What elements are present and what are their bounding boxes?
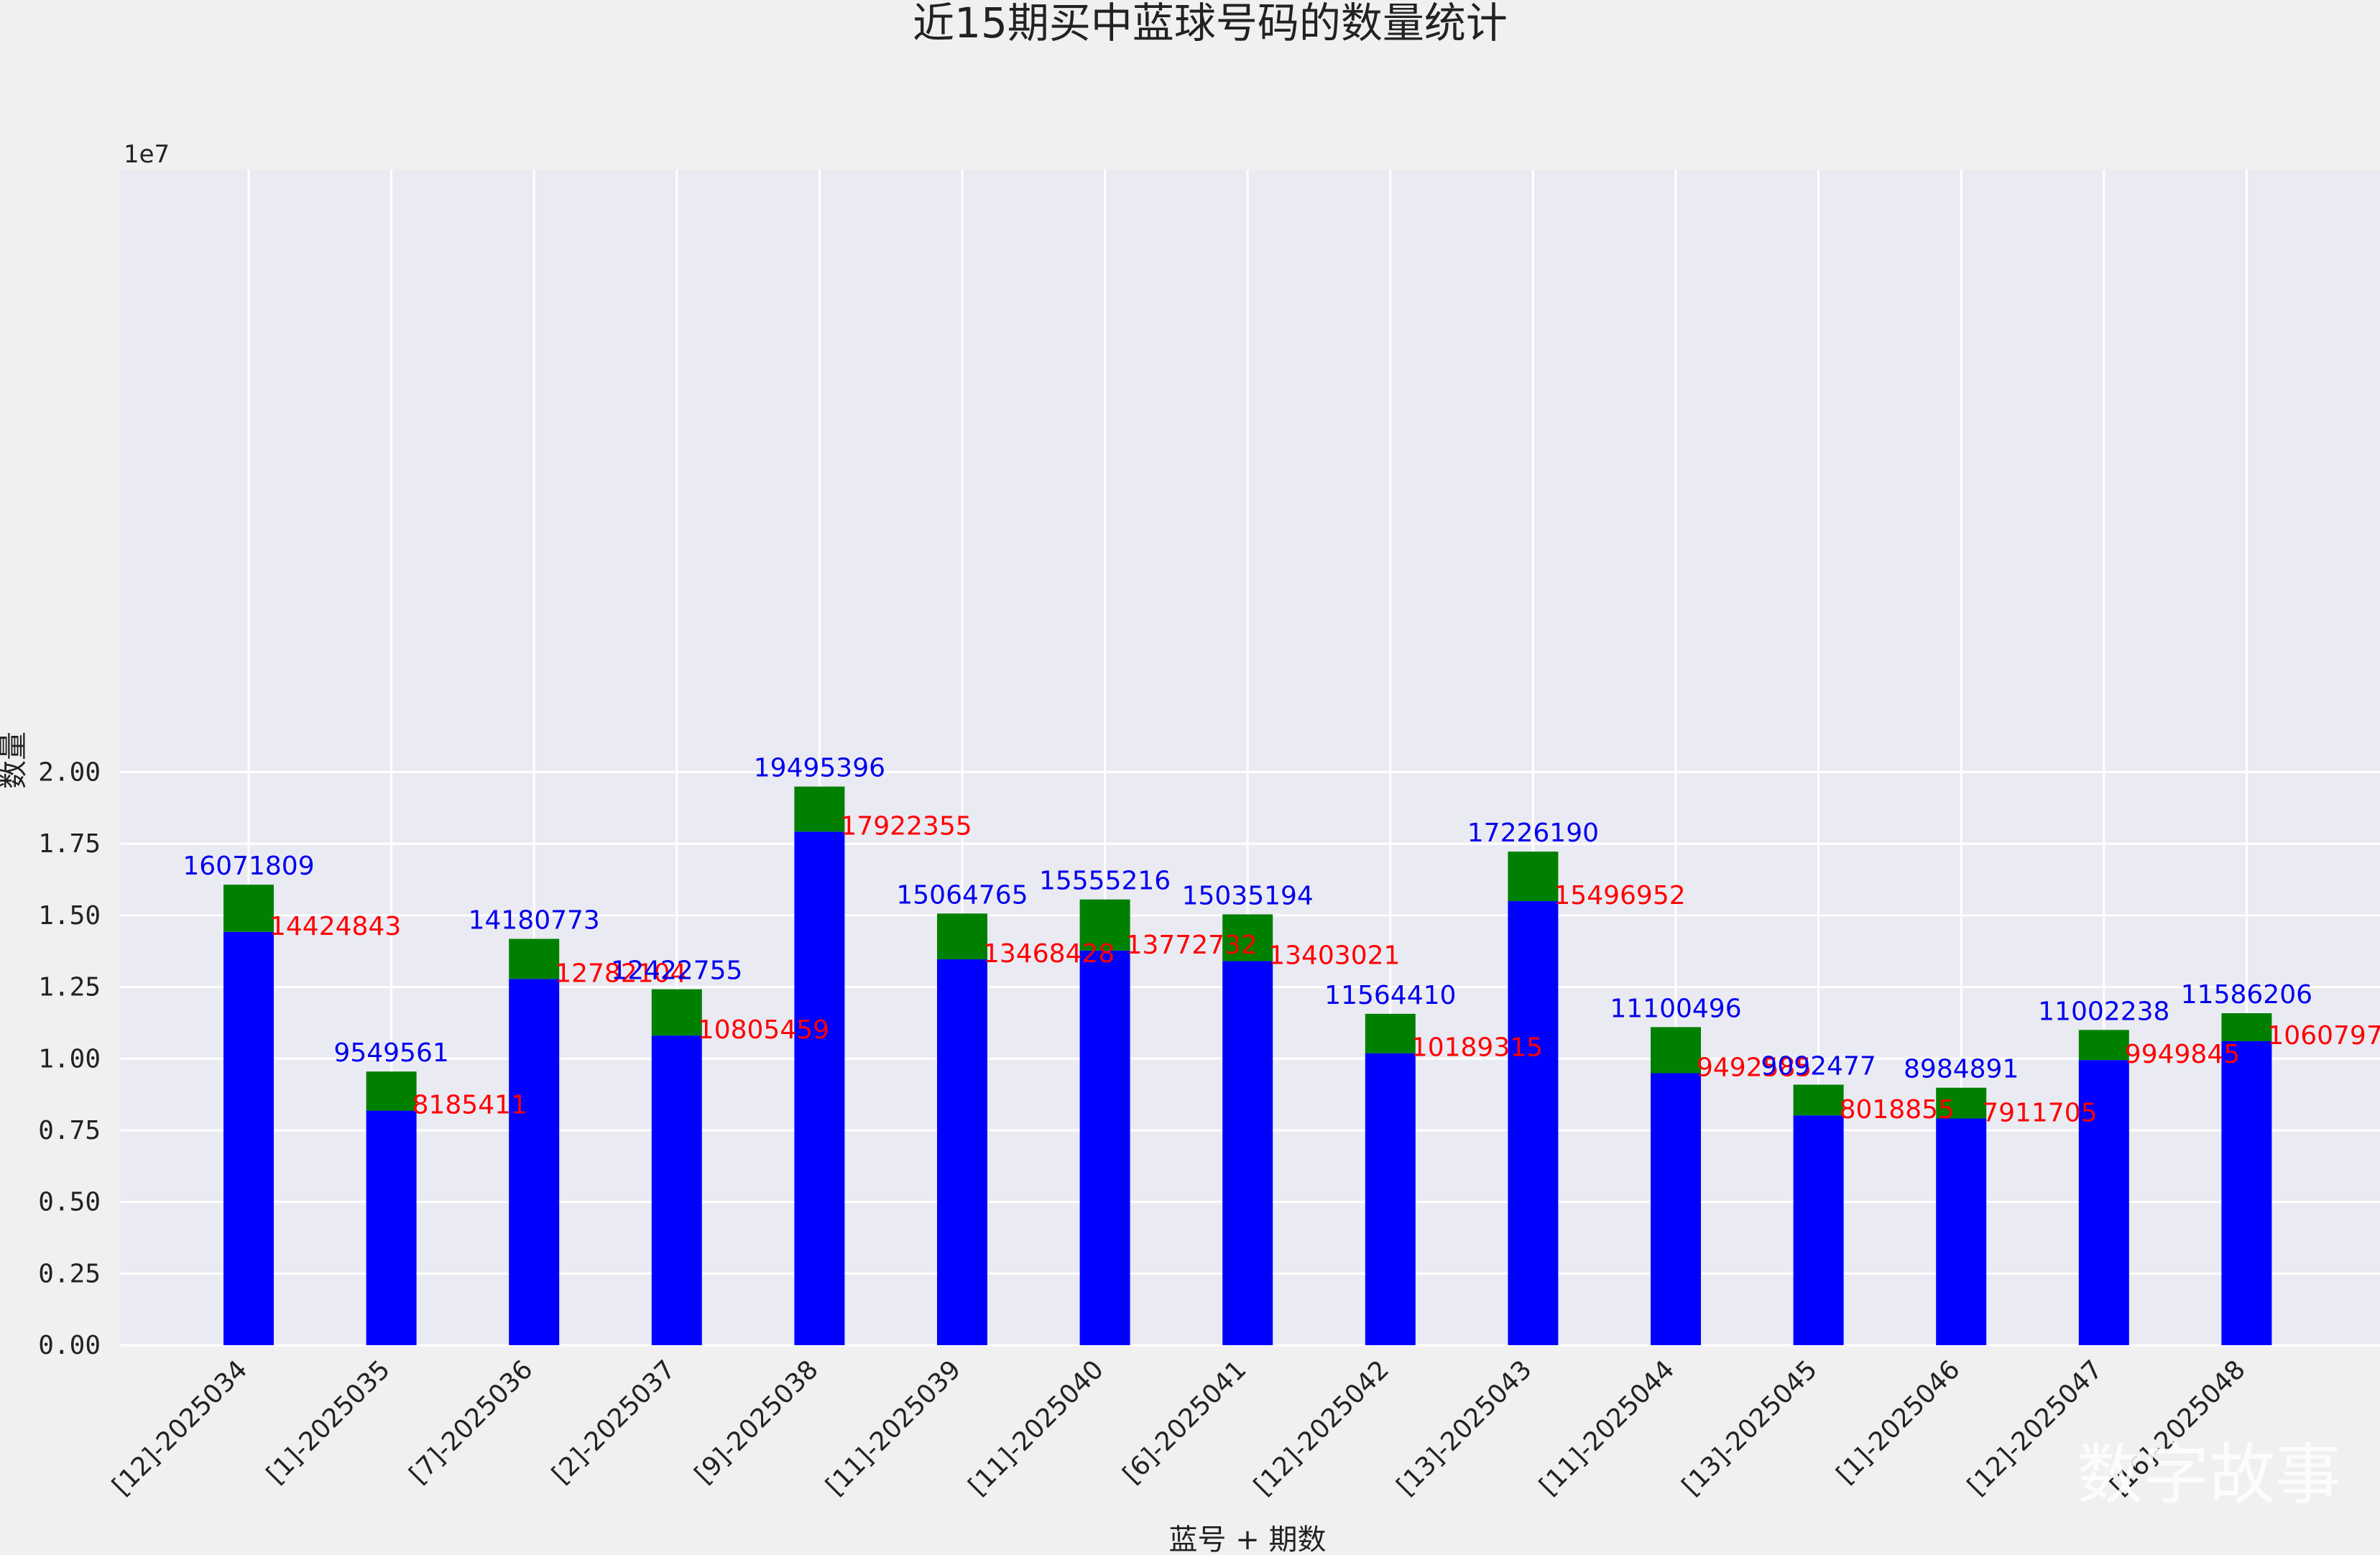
- blue-value-label: 15496952: [1554, 881, 1685, 910]
- bar-blue: [223, 931, 274, 1345]
- bar-green: [1793, 1084, 1844, 1116]
- y-tick-label: 2.00: [38, 758, 101, 788]
- blue-value-label: 10607972: [2267, 1021, 2380, 1051]
- bar-blue: [1651, 1073, 1701, 1345]
- y-axis-label: 数量: [0, 732, 30, 789]
- total-value-label: 8984891: [1904, 1055, 2019, 1084]
- bar-blue: [1365, 1053, 1416, 1345]
- total-value-label: 12422755: [611, 956, 742, 986]
- y-tick-label: 0.50: [38, 1188, 101, 1217]
- total-value-label: 15035194: [1182, 881, 1314, 910]
- blue-value-label: 9949845: [2125, 1040, 2240, 1069]
- bar-green: [937, 913, 987, 959]
- bars: [223, 786, 2272, 1345]
- bar-green: [1079, 899, 1130, 951]
- bar-blue: [794, 831, 845, 1345]
- bar-blue: [366, 1110, 417, 1345]
- y-tick-label: 1.25: [38, 973, 101, 1002]
- bar-green: [1651, 1027, 1701, 1074]
- total-value-label: 11586206: [2181, 980, 2312, 1010]
- bar-blue: [1079, 950, 1130, 1345]
- blue-value-label: 8018855: [1840, 1095, 1955, 1125]
- bar-blue: [1222, 961, 1273, 1345]
- bar-green: [2221, 1013, 2272, 1042]
- blue-value-label: 13403021: [1268, 941, 1400, 971]
- bar-green: [223, 885, 274, 932]
- total-value-label: 9092477: [1761, 1051, 1876, 1081]
- blue-value-label: 7911705: [1982, 1099, 2097, 1128]
- bar-blue: [1508, 901, 1559, 1345]
- bar-green: [366, 1071, 417, 1111]
- y-tick-label: 1.00: [38, 1044, 101, 1074]
- total-value-label: 15555216: [1039, 867, 1171, 896]
- blue-value-label: 13772732: [1126, 931, 1258, 960]
- total-value-label: 11100496: [1610, 994, 1741, 1023]
- bar-blue: [509, 979, 560, 1345]
- y-tick-label: 0.75: [38, 1116, 101, 1145]
- y-tick-label: 0.00: [38, 1331, 101, 1360]
- data-labels: 16071809 14424843 9549561 8185411 14180773 12…: [183, 754, 2380, 1128]
- bar-blue: [1793, 1115, 1844, 1345]
- bar-blue: [651, 1035, 702, 1345]
- watermark: 数字故事: [2077, 1436, 2341, 1513]
- blue-value-label: 10189315: [1411, 1033, 1543, 1063]
- bar-blue: [2078, 1060, 2129, 1345]
- total-value-label: 11002238: [2038, 997, 2169, 1026]
- blue-value-label: 8185411: [412, 1091, 527, 1120]
- bar-blue: [2221, 1041, 2272, 1345]
- blue-value-label: 17922355: [840, 811, 972, 841]
- blue-value-label: 9492585: [1697, 1053, 1812, 1082]
- bar-green: [2078, 1030, 2129, 1061]
- bar-blue: [937, 959, 987, 1345]
- y-offset-text: 1e7: [124, 140, 170, 169]
- total-value-label: 19495396: [754, 754, 885, 783]
- blue-value-label: 13468428: [983, 939, 1115, 969]
- total-value-label: 15064765: [896, 880, 1028, 910]
- blue-value-label: 10805459: [698, 1015, 829, 1045]
- bar-green: [1936, 1087, 1987, 1119]
- blue-value-label: 12782104: [555, 959, 686, 988]
- total-value-label: 11564410: [1324, 981, 1456, 1010]
- blue-value-label: 14424843: [269, 912, 401, 941]
- bar-green: [509, 938, 560, 979]
- bar-green: [651, 989, 702, 1036]
- bar-blue: [1936, 1118, 1987, 1345]
- bar-green: [1222, 914, 1273, 961]
- total-value-label: 16071809: [183, 852, 314, 881]
- y-tick-label: 1.50: [38, 901, 101, 931]
- bar-green: [1365, 1013, 1416, 1053]
- y-ticks: 0.00 0.25 0.50 0.75 1.00 1.25 1.50 1.75 2.00: [38, 758, 101, 1361]
- total-value-label: 17226190: [1467, 818, 1599, 848]
- bar-green: [1508, 852, 1559, 902]
- total-value-label: 14180773: [469, 906, 600, 936]
- y-tick-label: 0.25: [38, 1259, 101, 1288]
- total-value-label: 9549561: [333, 1038, 448, 1068]
- y-tick-label: 1.75: [38, 829, 101, 859]
- x-axis-label: 蓝号 + 期数: [1169, 1523, 1327, 1555]
- bar-green: [794, 786, 845, 832]
- chart-title: 近15期买中蓝球号码的数量统计: [913, 0, 1508, 47]
